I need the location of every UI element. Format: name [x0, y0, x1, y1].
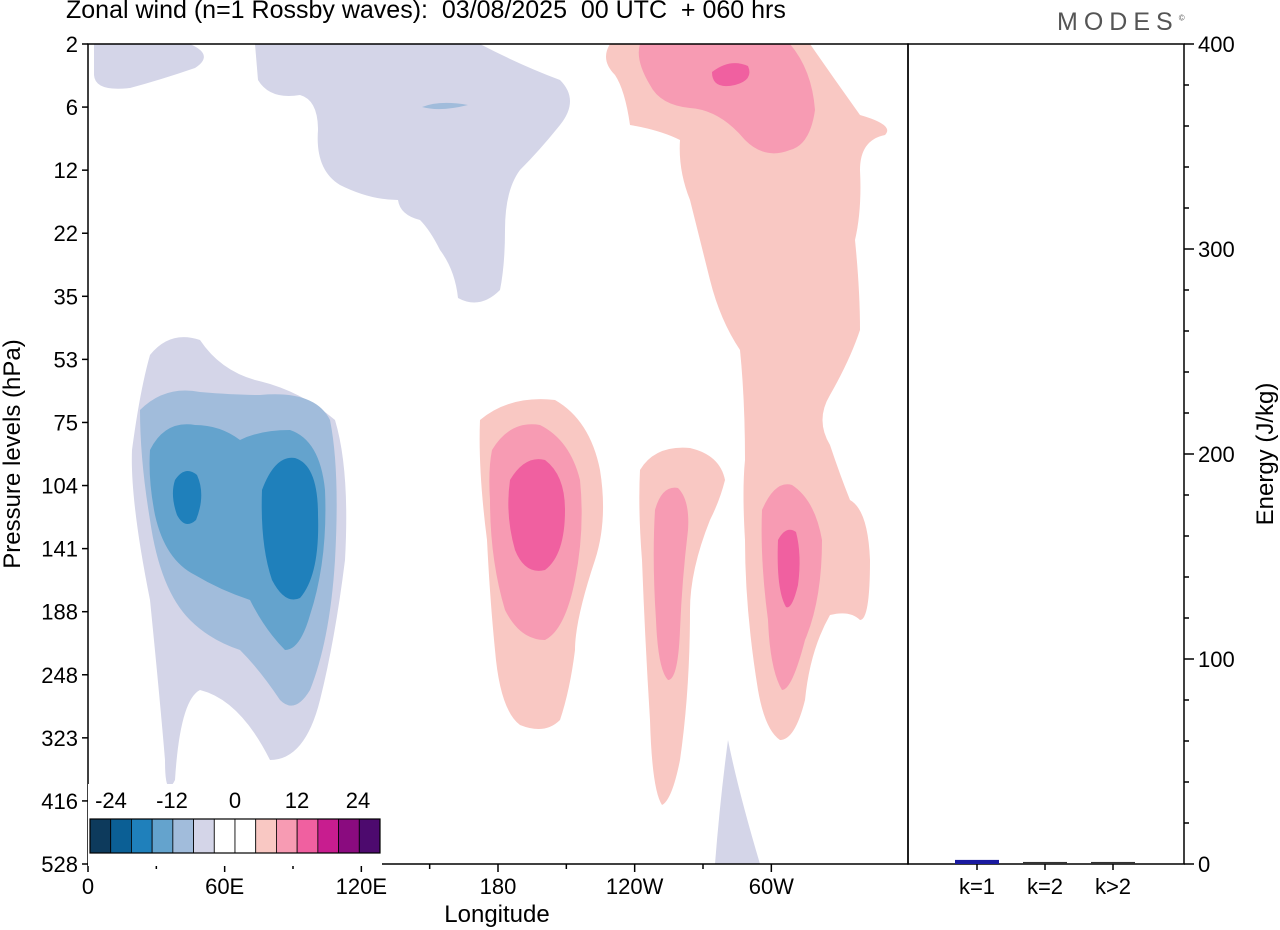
pressure-tick-label: 141: [41, 537, 78, 562]
pressure-tick-label: 323: [41, 726, 78, 751]
energy-bar: [1091, 861, 1135, 864]
contour-pos-mid-a3: [508, 459, 565, 571]
pressure-tick-label: 104: [41, 474, 78, 499]
contour-neg-upper-core: [422, 102, 468, 110]
contour-field: [94, 44, 888, 864]
pressure-tick-label: 75: [54, 410, 78, 435]
colorbar-swatch: [276, 818, 298, 854]
pressure-tick-label: 2: [66, 32, 78, 57]
contour-neg-lower-5: [172, 471, 202, 524]
longitude-tick-label: 120W: [606, 874, 664, 899]
colorbar-swatch: [255, 818, 277, 854]
colorbar-tick-label: 24: [346, 788, 370, 813]
contour-pos-upper-2: [638, 44, 815, 154]
longitude-axis: 0 60E 120E 180 120W 60W: [82, 864, 794, 899]
longitude-tick-label: 0: [82, 874, 94, 899]
colorbar-swatch: [89, 818, 112, 854]
colorbar-swatch: [131, 818, 153, 854]
colorbar-swatch: [110, 818, 132, 854]
y-axis-label: Pressure levels (hPa): [0, 339, 26, 568]
longitude-tick-label: 180: [480, 874, 517, 899]
longitude-tick-label: 60E: [205, 874, 244, 899]
energy-plot-frame: [907, 43, 1185, 865]
energy-bar: [955, 859, 999, 864]
energy-tick-label: 0: [1198, 852, 1210, 877]
pressure-tick-label: 12: [54, 158, 78, 183]
colorbar-tick-label: 0: [229, 788, 241, 813]
pressure-tick-label: 416: [41, 789, 78, 814]
pressure-tick-label: 188: [41, 600, 78, 625]
colorbar: -24 -12 0 12 24: [88, 784, 382, 866]
longitude-tick-label: 60W: [749, 874, 794, 899]
contour-neg-upper: [94, 44, 570, 303]
contour-neg-lower-4: [261, 457, 319, 600]
x-axis-label: Longitude: [444, 901, 549, 928]
pressure-tick-label: 22: [54, 221, 78, 246]
colorbar-swatch: [338, 818, 360, 854]
colorbar-tick-label: -12: [156, 788, 188, 813]
energy-tick-label: 400: [1198, 32, 1235, 57]
contour-pos-mid-c3: [777, 529, 800, 608]
energy-bars: k=1 k=2 k>2: [955, 859, 1135, 899]
energy-tick-label: 200: [1198, 442, 1235, 467]
colorbar-swatch: [296, 818, 319, 854]
pressure-tick-label: 528: [41, 852, 78, 877]
colorbar-swatch: [234, 818, 257, 854]
colorbar-frame: [89, 818, 381, 854]
contour-neg-bottom: [715, 740, 760, 864]
pressure-axis: 2 6 12 22 35 53 75 104 141 188 248 323 416 528: [41, 32, 88, 877]
energy-axis-label: Energy (J/kg): [1252, 383, 1279, 526]
colorbar-swatch: [172, 818, 194, 854]
modes-logo: MODES©: [1057, 8, 1185, 36]
colorbar-swatch: [317, 818, 339, 854]
contour-pos-mid-b2: [653, 487, 689, 680]
colorbar-swatch: [193, 818, 215, 854]
pressure-tick-label: 248: [41, 663, 78, 688]
pressure-tick-label: 53: [54, 347, 78, 372]
colorbar-swatch: [213, 818, 236, 854]
contour-pos-upper-3: [712, 63, 750, 87]
energy-category-label: k=2: [1027, 874, 1063, 899]
longitude-tick-label: 120E: [336, 874, 387, 899]
colorbar-swatch: [358, 818, 381, 854]
pressure-tick-label: 35: [54, 284, 78, 309]
colorbar-tick-label: -24: [95, 788, 127, 813]
energy-tick-label: 300: [1198, 237, 1235, 262]
chart-title: Zonal wind (n=1 Rossby waves): 03/08/202…: [66, 0, 786, 24]
energy-tick-label: 100: [1198, 647, 1235, 672]
colorbar-swatch: [151, 818, 174, 854]
energy-category-label: k=1: [959, 874, 995, 899]
pressure-tick-label: 6: [66, 95, 78, 120]
colorbar-tick-label: 12: [285, 788, 309, 813]
energy-category-label: k>2: [1095, 874, 1131, 899]
energy-bar: [1023, 861, 1067, 864]
energy-axis: 0 100 200 300 400: [1184, 32, 1235, 877]
